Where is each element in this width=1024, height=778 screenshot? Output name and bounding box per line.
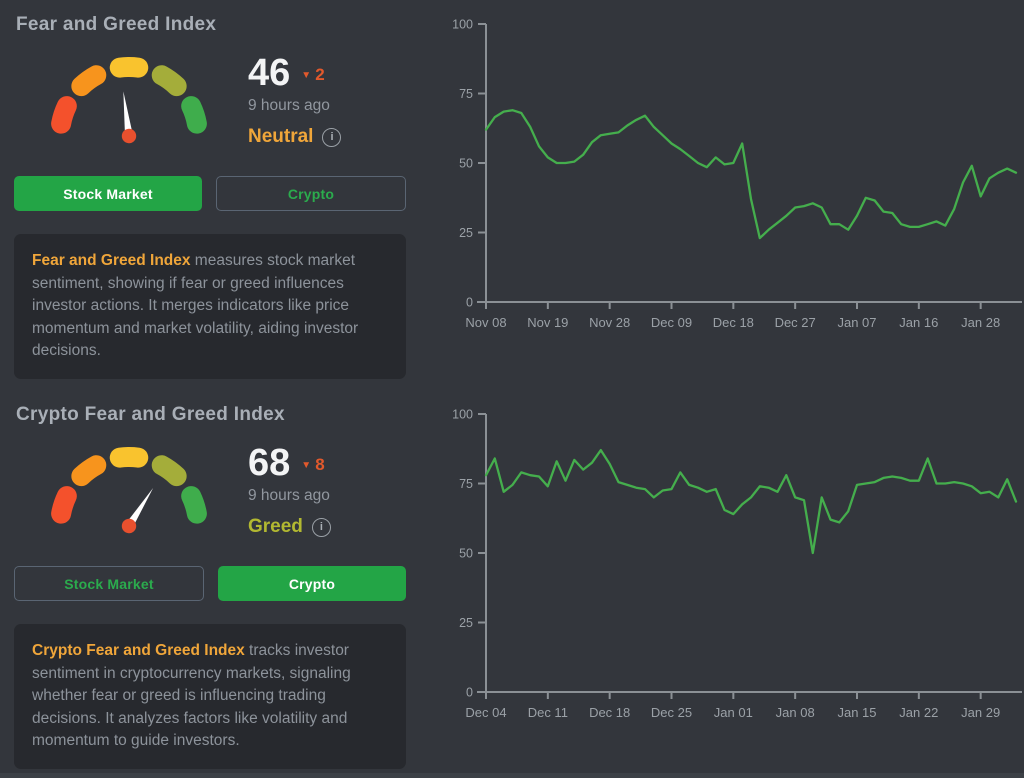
svg-text:Nov 19: Nov 19: [527, 315, 568, 330]
crypto-change-indicator: 8: [301, 455, 324, 475]
svg-text:Dec 04: Dec 04: [465, 705, 506, 720]
crypto-last-updated: 9 hours ago: [248, 487, 330, 504]
stock-description-text: Fear and Greed Index measures stock mark…: [32, 250, 388, 363]
crypto-sentiment-label: Greed: [248, 516, 303, 537]
stock-value-row: 46 2: [248, 54, 341, 92]
svg-text:Dec 25: Dec 25: [651, 705, 692, 720]
crypto-widget-tabs: Stock Market Crypto: [14, 566, 406, 601]
svg-text:Nov 28: Nov 28: [589, 315, 630, 330]
crypto-change-amount: 8: [315, 455, 325, 474]
crypto-sentiment-row: Greed: [248, 516, 331, 538]
svg-text:Jan 16: Jan 16: [899, 315, 938, 330]
stock-change-indicator: 2: [301, 65, 324, 85]
page-bottom-edge: [0, 773, 1024, 778]
stock-fear-greed-widget: Fear and Greed Index 46 2 9 hours ago Ne…: [14, 14, 406, 386]
stock-history-chart: 0 25 50 75 100 Nov 08 Nov 19 Nov 28 Dec 09 Dec 18…: [452, 18, 1022, 330]
info-icon[interactable]: [311, 517, 331, 537]
svg-text:Dec 11: Dec 11: [528, 705, 568, 720]
svg-text:75: 75: [459, 477, 473, 491]
svg-text:Jan 08: Jan 08: [776, 705, 815, 720]
crypto-value-row: 68 8: [248, 444, 331, 482]
svg-text:25: 25: [459, 616, 473, 630]
info-icon[interactable]: [322, 127, 342, 147]
stock-market-tab[interactable]: Stock Market: [14, 176, 202, 211]
svg-text:Jan 07: Jan 07: [837, 315, 876, 330]
crypto-description-text: Crypto Fear and Greed Index tracks inves…: [32, 640, 388, 753]
crypto-fear-greed-widget: Crypto Fear and Greed Index 68 8 9 hours…: [14, 404, 406, 776]
stock-sentiment-label: Neutral: [248, 126, 314, 147]
stock-widget-tabs: Stock Market Crypto: [14, 176, 406, 211]
svg-text:100: 100: [452, 408, 473, 422]
svg-text:0: 0: [466, 686, 473, 700]
stock-sentiment-gauge: [51, 57, 207, 144]
description-highlight: Fear and Greed Index: [32, 252, 191, 269]
stock-change-amount: 2: [315, 65, 325, 84]
svg-text:50: 50: [459, 547, 473, 561]
crypto-description-card: Crypto Fear and Greed Index tracks inves…: [14, 624, 406, 769]
stock-last-updated: 9 hours ago: [248, 97, 330, 114]
svg-text:Nov 08: Nov 08: [465, 315, 506, 330]
crypto-sentiment-gauge: [51, 447, 207, 534]
svg-text:Dec 18: Dec 18: [713, 315, 754, 330]
stock-reading: 46 2 9 hours ago Neutral: [248, 54, 342, 148]
crypto-index-value: 68: [248, 442, 291, 484]
svg-text:0: 0: [466, 296, 473, 310]
down-arrow-icon: [301, 460, 311, 471]
stock-widget-title: Fear and Greed Index: [16, 14, 217, 35]
svg-text:Jan 28: Jan 28: [961, 315, 1000, 330]
svg-text:Jan 15: Jan 15: [837, 705, 876, 720]
svg-text:50: 50: [459, 157, 473, 171]
stock-index-value: 46: [248, 52, 291, 94]
svg-text:25: 25: [459, 226, 473, 240]
svg-text:Jan 01: Jan 01: [714, 705, 753, 720]
svg-text:100: 100: [452, 18, 473, 32]
crypto-widget-title: Crypto Fear and Greed Index: [16, 404, 285, 425]
down-arrow-icon: [301, 70, 311, 81]
stock-description-card: Fear and Greed Index measures stock mark…: [14, 234, 406, 379]
svg-text:Jan 29: Jan 29: [961, 705, 1000, 720]
svg-text:Dec 09: Dec 09: [651, 315, 692, 330]
svg-text:75: 75: [459, 87, 473, 101]
stock-sentiment-row: Neutral: [248, 126, 342, 148]
description-body: tracks investor sentiment in cryptocurre…: [32, 642, 351, 749]
crypto-tab[interactable]: Crypto: [218, 566, 406, 601]
svg-text:Jan 22: Jan 22: [899, 705, 938, 720]
description-body: measures stock market sentiment, showing…: [32, 252, 359, 359]
crypto-history-chart: 0 25 50 75 100 Dec 04 Dec 11 Dec 18 Dec 25 Jan 01…: [452, 408, 1022, 720]
stock-market-tab[interactable]: Stock Market: [14, 566, 204, 601]
crypto-tab[interactable]: Crypto: [216, 176, 406, 211]
crypto-reading: 68 8 9 hours ago Greed: [248, 444, 331, 538]
svg-text:Dec 18: Dec 18: [589, 705, 630, 720]
svg-text:Dec 27: Dec 27: [775, 315, 816, 330]
description-highlight: Crypto Fear and Greed Index: [32, 642, 245, 659]
